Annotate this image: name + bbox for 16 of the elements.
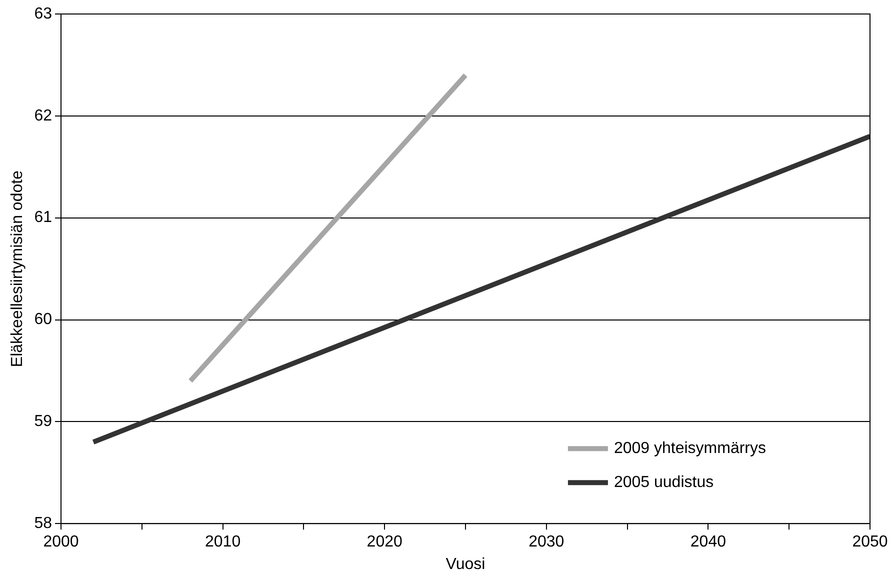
y-tick-label: 61 <box>34 209 52 226</box>
legend-label: 2005 uudistus <box>614 474 714 492</box>
x-tick-label: 2040 <box>690 534 726 551</box>
y-tick-label: 58 <box>34 515 52 532</box>
x-tick-label: 2010 <box>205 534 241 551</box>
x-axis-title: Vuosi <box>446 556 486 573</box>
x-tick-label: 2000 <box>43 534 79 551</box>
y-tick-label: 63 <box>34 5 52 22</box>
x-tick-label: 2050 <box>852 534 888 551</box>
y-tick-label: 60 <box>34 311 52 328</box>
x-tick-label: 2020 <box>366 534 402 551</box>
legend-label: 2009 yhteisymmärrys <box>614 440 766 458</box>
y-tick-label: 59 <box>34 413 52 430</box>
x-tick-label: 2030 <box>528 534 564 551</box>
y-axis-title: Eläkkeellesiirtymisiän odote <box>9 170 26 368</box>
y-tick-label: 62 <box>34 107 52 124</box>
